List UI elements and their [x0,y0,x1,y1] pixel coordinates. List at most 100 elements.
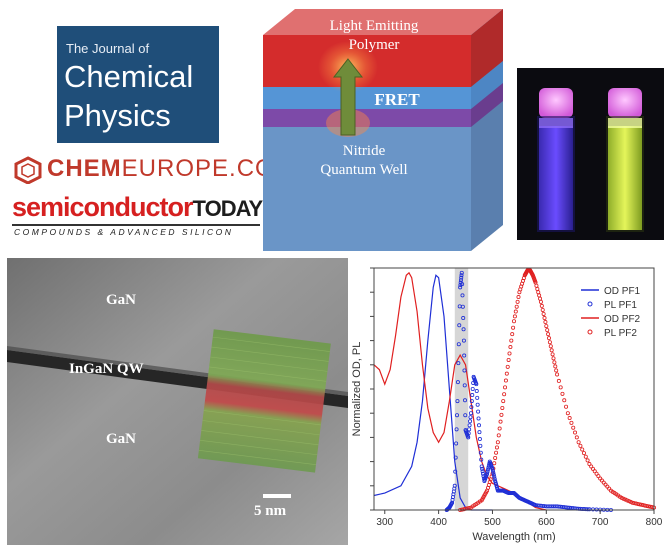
series-pl-pf1-point [469,405,474,410]
series-pl-pf1-point [492,474,497,479]
series-pl-pf1-point [479,457,484,462]
jcp-logo-line3: Physics [64,98,171,133]
series-pl-pf2-point [565,411,570,416]
series-pl-pf2-point [493,455,498,460]
series-pl-pf1-point [458,285,463,290]
series-pl-pf1-point [461,338,466,343]
semiconductor-today-tagline: COMPOUNDS & ADVANCED SILICON [14,227,234,237]
series-pl-pf2-point [641,503,646,508]
jcp-logo-line2: Chemical [64,59,194,94]
series-pl-pf2-point [540,307,545,312]
series-pl-pf1-point [480,466,485,471]
diagram-bottom-label-1: Nitride [342,143,386,159]
series-pl-pf2-point [542,316,547,321]
series-pl-pf2-point [573,430,578,435]
series-pl-pf2-point [492,461,497,466]
series-pl-pf2-point [576,440,581,445]
series-pl-pf1-point [485,471,490,476]
series-pl-pf2-point [548,344,553,349]
series-pl-pf2-point [637,502,642,507]
legend-label-od-pf1: OD PF1 [604,286,641,297]
logo-rule [12,224,260,226]
series-pl-pf1-point [466,435,471,440]
series-pl-pf1-point [461,316,466,321]
series-pl-pf2-point [562,398,567,403]
series-pl-pf1-point [453,469,458,474]
tem-image: GaN InGaN QW GaN 5 nm [7,258,348,545]
series-pl-pf2-point [505,364,510,369]
series-pl-pf2-point [495,440,500,445]
left-vial-cap [539,88,573,118]
series-pl-pf2-point [571,425,576,430]
legend-label-pl-pf2: PL PF2 [604,328,637,339]
series-pl-pf1-point [456,342,461,347]
series-pl-pf1-point [537,503,542,508]
series-pl-pf2-point [635,501,640,506]
series-pl-pf1-point [469,399,474,404]
series-pl-pf1-point [477,430,482,435]
series-pl-pf2-point [512,314,517,319]
series-pl-pf1-point [454,441,459,446]
series-pl-pf1-point [457,323,462,328]
series-pl-pf1-point [555,504,560,509]
series-pl-pf1-point [458,278,463,283]
spectra-chart: 300 400 500 600 700 800 Wavelength (nm) Norma… [349,260,667,547]
series-pl-pf1-point [558,504,563,509]
series-pl-pf1-point [485,469,490,474]
series-pl-pf1-point [474,389,479,394]
series-pl-pf1-point [454,427,459,432]
series-pl-pf2-point [538,299,543,304]
today-word: TODAY [192,196,264,221]
series-pl-pf2-point [550,352,555,357]
series-pl-pf1-point [490,466,495,471]
fret-diagram: Light Emitting Polymer FRET Nitride Quan… [259,3,505,253]
series-pl-pf1-point [535,503,540,508]
series-pl-pf1-point [453,455,458,460]
series-pl-pf1-point [477,437,482,442]
fret-arrow-icon [332,58,364,136]
scale-bar [263,494,291,498]
right-vial-green [608,126,642,230]
series-pl-pf2-point [549,348,554,353]
series-pl-pf1-point [475,402,480,407]
series-pl-pf1-point [467,423,472,428]
legend-swatch-pl-pf2 [587,329,593,335]
right-vial-cap [608,88,642,118]
series-pl-pf2-point [553,364,558,369]
series-pl-pf1-point [459,273,464,278]
series-pl-pf1-point [452,483,457,488]
series-pl-pf2-point [514,304,519,309]
nitride-layer [263,127,471,251]
series-pl-pf1-point [463,398,468,403]
series-pl-pf1-point [455,399,460,404]
series-pl-pf2-point [500,405,505,410]
tem-label-ingan-qw: InGaN QW [69,361,144,377]
series-pl-pf2-point [508,345,513,350]
series-pl-pf1-point [478,443,483,448]
x-axis-label: Wavelength (nm) [472,531,555,543]
block-top-face [263,9,503,35]
diagram-top-label-2: Polymer [348,37,400,53]
chemeurope-logo: CHEMEUROPE.COM [13,154,295,186]
series-pl-pf1-point [476,409,481,414]
series-pl-pf2-point [558,385,563,390]
series-pl-pf1-point [490,468,495,473]
y-axis-label: Normalized OD, PL [351,342,363,437]
legend-label-od-pf2: OD PF2 [604,314,641,325]
x-tick-label: 600 [538,517,555,528]
chemeurope-chem: CHEM [47,155,122,182]
series-pl-pf2-point [632,501,637,506]
series-pl-pf2-point [583,454,588,459]
series-pl-pf2-point [516,295,521,300]
series-pl-pf1-point [462,353,467,358]
series-pl-pf1-point [533,503,538,508]
series-pl-pf1-point [565,505,570,510]
series-pl-pf2-point [504,371,509,376]
series-pl-pf2-point [634,501,639,506]
series-pl-pf2-point [630,500,635,505]
series-pl-pf2-point [543,320,548,325]
series-pl-pf2-point [639,502,644,507]
series-pl-pf1-point [463,413,468,418]
series-pl-pf2-point [569,420,574,425]
series-pl-pf1-point [461,327,466,332]
